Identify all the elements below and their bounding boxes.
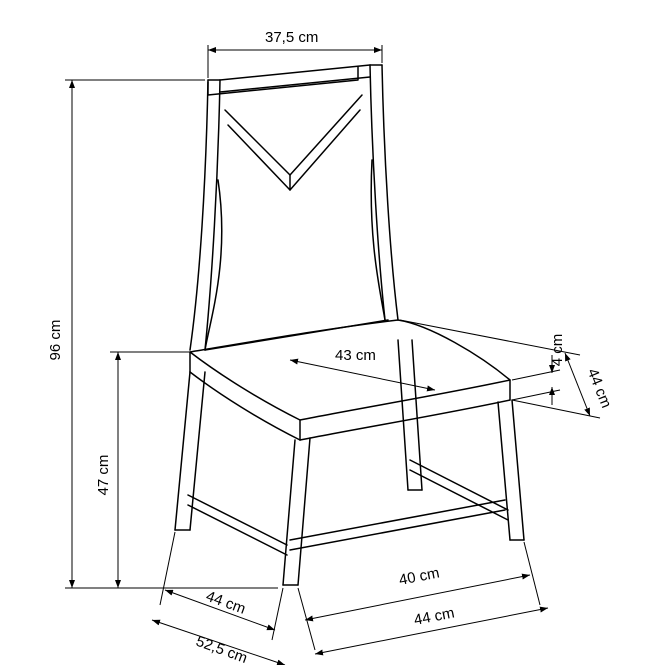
dim-front-width: 44 cm [160,532,283,640]
label-seat-depth: 43 cm [335,347,376,364]
label-seat-height: 47 cm [95,455,112,496]
dim-seat-thickness: 4 cm [512,334,566,405]
chair-outline [175,65,524,585]
dim-seat-depth: 43 cm [335,347,376,364]
label-seat-side: 44 cm [584,366,615,410]
label-base-front: 44 cm [413,604,456,628]
label-total-height: 96 cm [47,320,64,361]
label-back-top-width: 37,5 cm [265,29,318,46]
dim-base-front: 44 cm [315,604,548,654]
label-base-side: 40 cm [398,564,441,588]
dim-total-height: 96 cm [47,80,278,588]
dim-seat-height: 47 cm [95,352,190,588]
label-total-depth: 52,5 cm [194,633,250,665]
dim-seat-side: 44 cm [400,320,615,418]
dim-back-top-width: 37,5 cm [208,29,382,78]
chair-dimension-diagram: 37,5 cm 96 cm 47 cm 43 cm 4 cm 44 cm 44 … [0,0,665,665]
label-front-width: 44 cm [204,588,248,618]
label-seat-thickness: 4 cm [549,334,566,367]
